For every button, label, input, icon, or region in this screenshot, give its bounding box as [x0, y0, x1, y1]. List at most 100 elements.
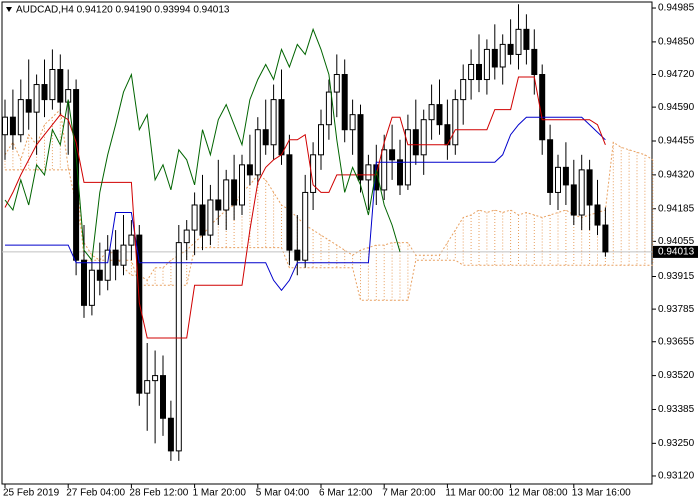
candle-body — [397, 159, 403, 186]
candle-body — [104, 249, 111, 281]
candle-body — [128, 234, 135, 246]
candle-body — [531, 48, 538, 76]
candle-body — [223, 179, 230, 211]
candle-body — [515, 28, 522, 55]
y-tick-label: 0.94850 — [658, 37, 695, 48]
candle-body — [183, 229, 190, 244]
candle-body — [333, 74, 340, 93]
candle-body — [33, 84, 40, 113]
y-tick-label: 0.93385 — [658, 404, 695, 415]
candle-body — [539, 74, 546, 141]
candle-body — [294, 249, 301, 261]
candle-body — [365, 164, 372, 181]
x-tick-label: 12 Mar 08:00 — [509, 488, 568, 499]
chikou-line — [4, 27, 401, 262]
candle-body — [586, 169, 593, 206]
y-tick-label: 0.94985 — [658, 3, 695, 14]
x-tick-label: 6 Mar 12:00 — [319, 488, 373, 499]
candle-body — [175, 242, 182, 452]
candle-body — [499, 43, 506, 68]
candle-body — [570, 184, 577, 216]
candle-body — [57, 68, 64, 103]
candle-body — [476, 63, 482, 81]
candle-body — [41, 84, 48, 101]
x-tick-label: 5 Mar 04:00 — [256, 488, 310, 499]
candle-body — [420, 119, 427, 156]
candle-body — [199, 204, 206, 236]
candle-body — [49, 68, 56, 101]
candle-body — [286, 154, 293, 251]
tenkan-line — [4, 76, 606, 339]
y-tick-label: 0.93250 — [658, 438, 695, 449]
candle-body — [262, 129, 269, 146]
candle-body — [349, 114, 356, 131]
candle-body — [9, 116, 16, 136]
candle-body — [73, 89, 80, 261]
x-tick-label: 25 Feb 2019 — [3, 488, 60, 499]
y-tick-label: 0.94720 — [658, 69, 695, 80]
candle-body — [120, 244, 127, 266]
y-tick-label: 0.93120 — [658, 471, 695, 482]
y-tick-label: 0.94055 — [658, 236, 695, 247]
chart-title: AUDCAD,H4 0.94120 0.94190 0.93994 0.9401… — [16, 5, 230, 16]
candle-body — [302, 191, 309, 261]
candle-body — [412, 129, 419, 156]
candle-body — [310, 154, 317, 193]
candle-body — [136, 234, 143, 394]
candle-body — [460, 79, 467, 101]
candle-body — [231, 179, 238, 206]
candle-body — [254, 129, 261, 176]
candle-body — [246, 164, 253, 176]
candle-body — [523, 28, 530, 50]
candle-body — [96, 269, 103, 281]
last-price-box — [653, 245, 698, 258]
candle-body — [428, 104, 435, 121]
candle-body — [555, 166, 561, 193]
candle-body — [152, 375, 159, 382]
candle-body — [578, 169, 585, 216]
candle-body — [112, 249, 119, 266]
candle-body — [2, 116, 8, 136]
candle-body — [160, 375, 166, 419]
candle-body — [389, 149, 396, 161]
candle-body — [562, 166, 569, 186]
x-tick-label: 11 Mar 00:00 — [445, 488, 504, 499]
candle-body — [381, 149, 388, 191]
candle-body — [270, 99, 277, 146]
candle-body — [144, 380, 151, 394]
span-a-line — [4, 108, 654, 281]
x-tick-label: 1 Mar 20:00 — [193, 488, 247, 499]
x-tick-label: 7 Mar 20:00 — [382, 488, 436, 499]
symbol-icon — [6, 7, 12, 12]
candle-body — [325, 91, 332, 126]
y-tick-label: 0.94185 — [658, 203, 695, 214]
candle-body — [239, 164, 245, 206]
candle-body — [547, 139, 554, 193]
candle-body — [25, 99, 32, 113]
kijun-line — [5, 116, 606, 292]
candle-body — [594, 204, 601, 226]
y-tick-label: 0.94320 — [658, 170, 695, 181]
candle-body — [278, 99, 285, 156]
y-tick-label: 0.93785 — [658, 304, 695, 315]
candle-body — [341, 74, 348, 131]
candle-body — [17, 99, 24, 136]
y-tick-label: 0.94590 — [658, 102, 695, 113]
candle-body — [318, 124, 324, 156]
candle-body — [468, 63, 475, 81]
last-price-label: 0.94013 — [658, 247, 695, 258]
y-tick-label: 0.93655 — [658, 336, 695, 347]
candle-body — [167, 417, 174, 452]
candle-body — [436, 104, 443, 126]
x-tick-label: 13 Mar 16:00 — [572, 488, 631, 499]
candle-body — [491, 48, 498, 68]
candle-body — [207, 199, 214, 236]
candle-body — [507, 43, 514, 55]
candle-body — [191, 204, 198, 231]
candle-body — [602, 224, 609, 253]
candle-body — [483, 48, 490, 81]
candle-body — [452, 99, 459, 146]
candle-body — [88, 269, 95, 306]
span-b-line — [5, 169, 653, 301]
